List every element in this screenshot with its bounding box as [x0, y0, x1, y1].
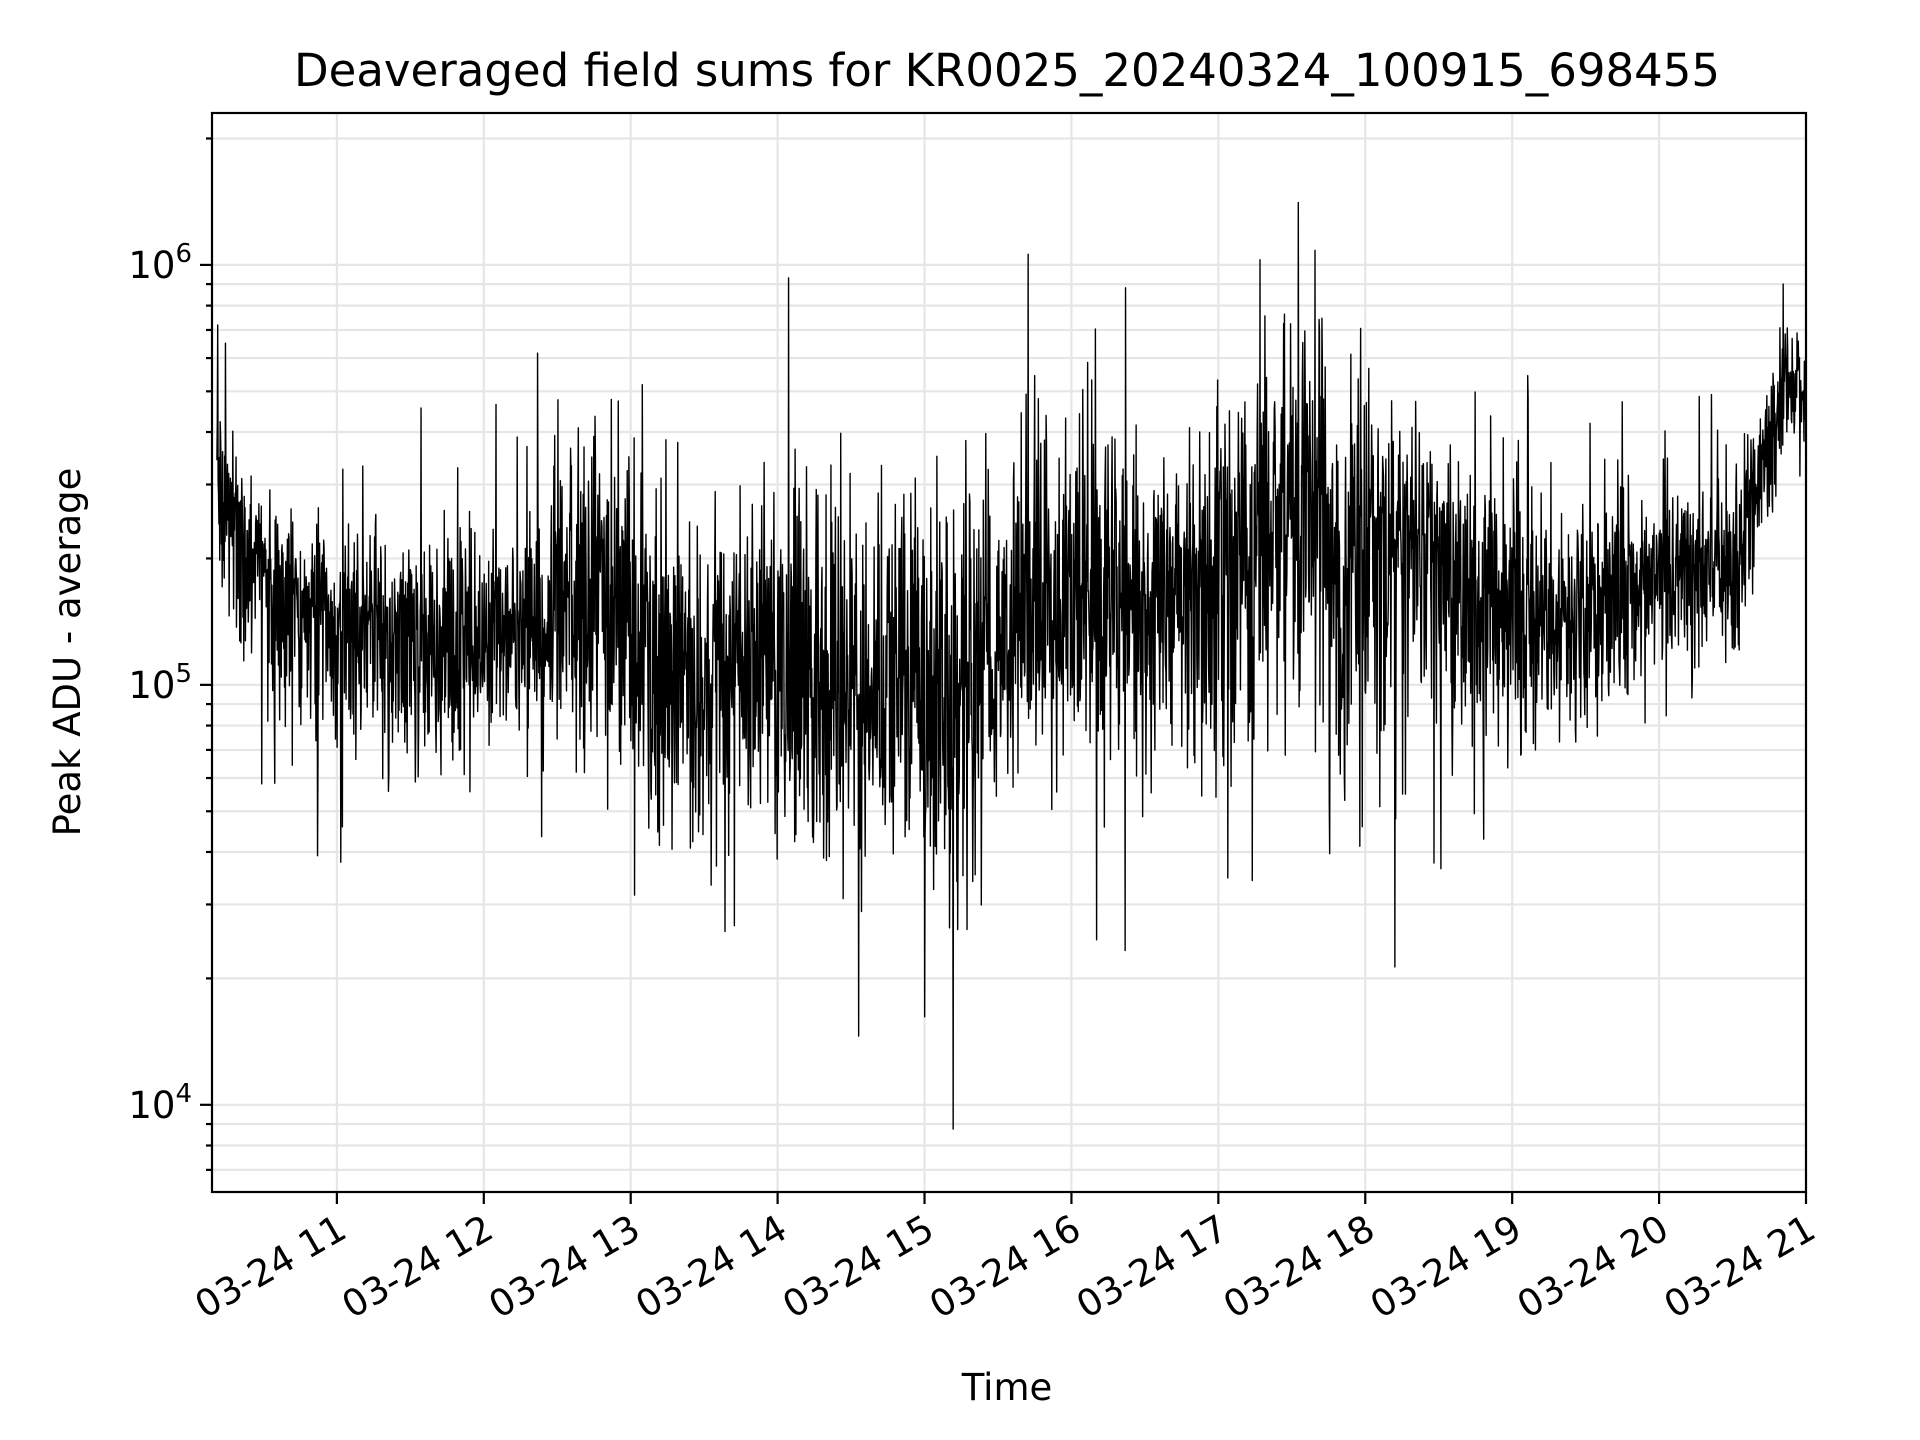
x-tick-label: 03-24 15	[775, 1207, 941, 1327]
x-tick-label: 03-24 21	[1657, 1207, 1823, 1327]
x-tick-label: 03-24 14	[629, 1207, 795, 1327]
y-tick-label: 105	[128, 659, 192, 707]
y-tick-label: 104	[128, 1079, 192, 1127]
x-tick-label: 03-24 20	[1510, 1207, 1676, 1327]
x-tick-label: 03-24 18	[1216, 1207, 1382, 1327]
chart-title: Deaveraged field sums for KR0025_2024032…	[294, 44, 1720, 97]
x-tick-label: 03-24 12	[335, 1207, 501, 1327]
x-tick-label: 03-24 16	[922, 1207, 1088, 1327]
series-layer	[216, 201, 1807, 1130]
x-axis-label: Time	[961, 1366, 1053, 1409]
y-tick-label: 106	[128, 239, 192, 287]
plot-frame	[210, 111, 1808, 1194]
x-tick-label: 03-24 11	[188, 1207, 354, 1327]
y-axis-label: Peak ADU - average	[46, 468, 89, 837]
x-tick-label: 03-24 19	[1363, 1207, 1529, 1327]
x-tick-label: 03-24 13	[482, 1207, 648, 1327]
x-tick-label: 03-24 17	[1069, 1207, 1235, 1327]
series-line	[216, 201, 1807, 1130]
